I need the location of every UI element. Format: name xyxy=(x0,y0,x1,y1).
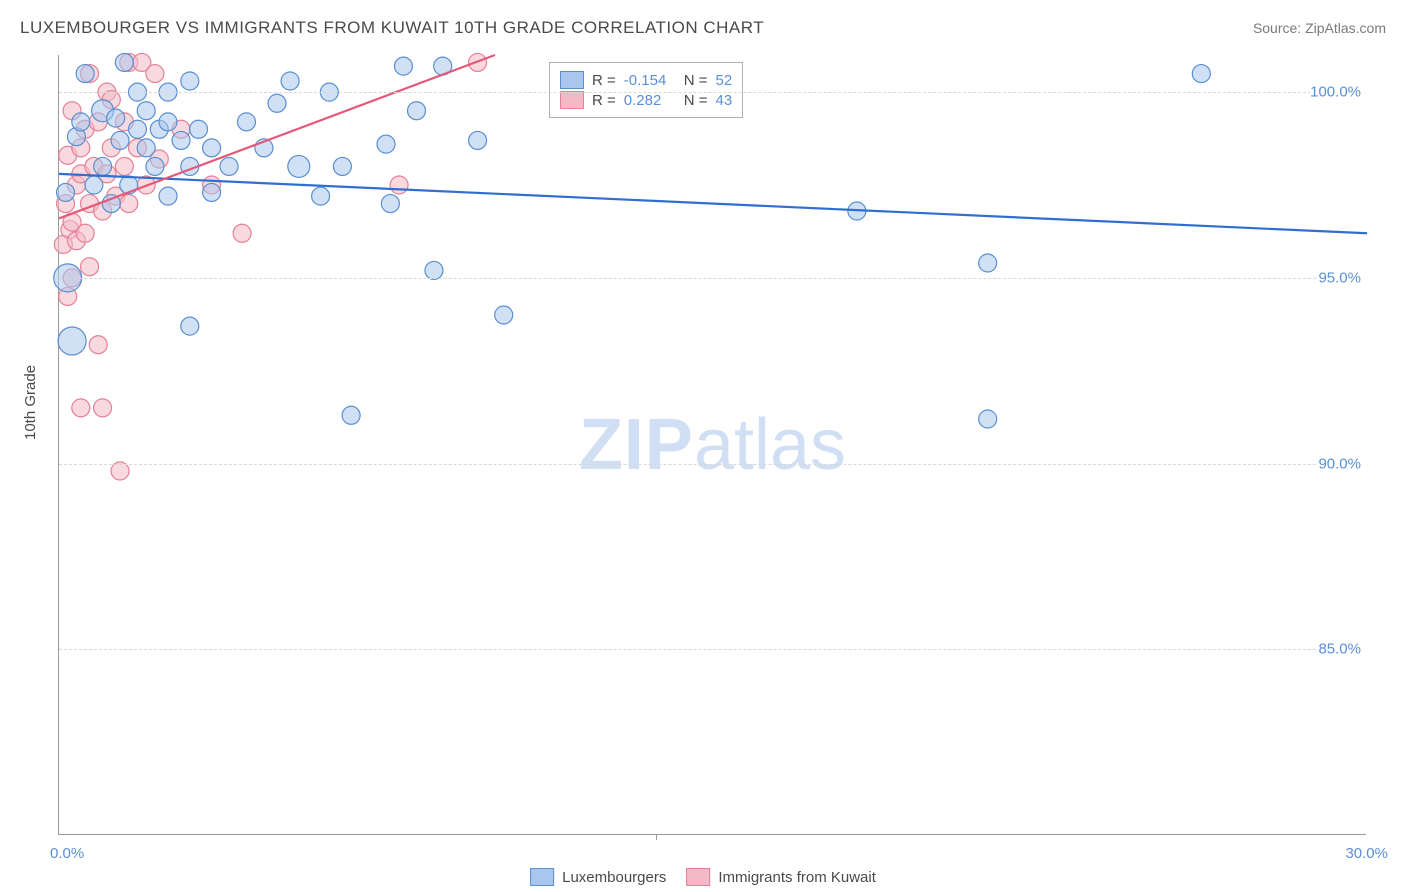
n-label-1: N = xyxy=(684,72,708,89)
scatter-point xyxy=(377,135,395,153)
chart-svg xyxy=(59,55,1366,834)
scatter-point xyxy=(979,410,997,428)
scatter-point xyxy=(979,254,997,272)
y-axis-label: 10th Grade xyxy=(22,365,39,440)
scatter-point xyxy=(172,131,190,149)
stats-legend: R = -0.154 N = 52 R = 0.282 N = 43 xyxy=(549,62,743,118)
scatter-point xyxy=(390,176,408,194)
legend-label-2: Immigrants from Kuwait xyxy=(718,869,876,886)
scatter-point xyxy=(333,157,351,175)
stats-row-1: R = -0.154 N = 52 xyxy=(560,71,732,89)
scatter-point xyxy=(181,317,199,335)
scatter-point xyxy=(159,187,177,205)
scatter-point xyxy=(394,57,412,75)
scatter-point xyxy=(89,336,107,354)
scatter-point xyxy=(111,131,129,149)
r-label-2: R = xyxy=(592,92,616,109)
scatter-point xyxy=(120,195,138,213)
n-label-2: N = xyxy=(684,92,708,109)
scatter-point xyxy=(115,157,133,175)
scatter-point xyxy=(268,94,286,112)
scatter-point xyxy=(1192,65,1210,83)
scatter-point xyxy=(94,399,112,417)
legend-item-1: Luxembourgers xyxy=(530,868,666,886)
scatter-point xyxy=(425,261,443,279)
gridline-h xyxy=(59,92,1366,93)
scatter-point xyxy=(137,102,155,120)
xtick-30: 30.0% xyxy=(1345,845,1388,862)
legend-label-1: Luxembourgers xyxy=(562,869,666,886)
scatter-point xyxy=(137,139,155,157)
scatter-point xyxy=(94,157,112,175)
scatter-point xyxy=(469,131,487,149)
r-val-2: 0.282 xyxy=(624,92,676,109)
scatter-point xyxy=(76,65,94,83)
scatter-point xyxy=(85,176,103,194)
scatter-point xyxy=(203,139,221,157)
scatter-point xyxy=(58,327,86,355)
scatter-point xyxy=(111,462,129,480)
scatter-point xyxy=(72,113,90,131)
scatter-point xyxy=(107,109,125,127)
gridline-h xyxy=(59,649,1366,650)
scatter-point xyxy=(312,187,330,205)
scatter-point xyxy=(342,406,360,424)
trend-line xyxy=(59,174,1367,233)
scatter-point xyxy=(495,306,513,324)
chart-source: Source: ZipAtlas.com xyxy=(1253,20,1386,36)
n-val-1: 52 xyxy=(716,72,733,89)
swatch-pink xyxy=(560,91,584,109)
scatter-point xyxy=(128,120,146,138)
scatter-point xyxy=(381,195,399,213)
swatch-blue xyxy=(560,71,584,89)
scatter-point xyxy=(146,65,164,83)
scatter-point xyxy=(76,224,94,242)
plot-area: ZIPatlas R = -0.154 N = 52 R = 0.282 N =… xyxy=(58,55,1366,835)
scatter-point xyxy=(159,113,177,131)
xtick-0: 0.0% xyxy=(50,845,84,862)
ytick-label: 90.0% xyxy=(1318,455,1371,472)
scatter-point xyxy=(81,258,99,276)
stats-row-2: R = 0.282 N = 43 xyxy=(560,91,732,109)
scatter-point xyxy=(181,72,199,90)
scatter-point xyxy=(115,53,133,71)
gridline-h xyxy=(59,464,1366,465)
chart-title: LUXEMBOURGER VS IMMIGRANTS FROM KUWAIT 1… xyxy=(20,18,764,38)
swatch-pink-bottom xyxy=(686,868,710,886)
n-val-2: 43 xyxy=(716,92,733,109)
legend-item-2: Immigrants from Kuwait xyxy=(686,868,876,886)
xtick-minor xyxy=(656,834,657,840)
scatter-point xyxy=(288,155,310,177)
scatter-point xyxy=(237,113,255,131)
r-label-1: R = xyxy=(592,72,616,89)
ytick-label: 100.0% xyxy=(1310,84,1371,101)
bottom-legend: Luxembourgers Immigrants from Kuwait xyxy=(530,868,876,886)
gridline-h xyxy=(59,278,1366,279)
chart-header: LUXEMBOURGER VS IMMIGRANTS FROM KUWAIT 1… xyxy=(20,18,1386,38)
ytick-label: 95.0% xyxy=(1318,269,1371,286)
ytick-label: 85.0% xyxy=(1318,641,1371,658)
swatch-blue-bottom xyxy=(530,868,554,886)
scatter-point xyxy=(203,183,221,201)
scatter-point xyxy=(220,157,238,175)
scatter-point xyxy=(281,72,299,90)
scatter-point xyxy=(146,157,164,175)
scatter-point xyxy=(408,102,426,120)
scatter-point xyxy=(233,224,251,242)
scatter-point xyxy=(57,183,75,201)
r-val-1: -0.154 xyxy=(624,72,676,89)
scatter-point xyxy=(190,120,208,138)
scatter-point xyxy=(72,399,90,417)
